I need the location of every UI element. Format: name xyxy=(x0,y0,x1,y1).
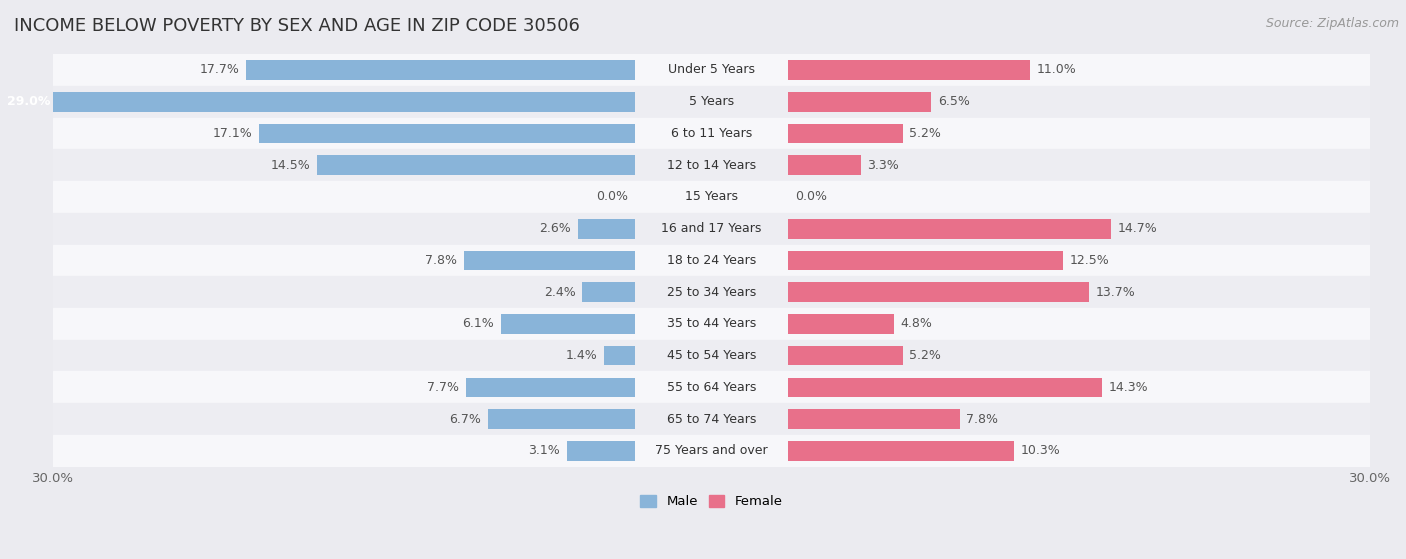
Text: 45 to 54 Years: 45 to 54 Years xyxy=(666,349,756,362)
Bar xyxy=(53,117,1369,149)
Text: 10.3%: 10.3% xyxy=(1021,444,1060,457)
Bar xyxy=(53,403,1369,435)
Text: 12 to 14 Years: 12 to 14 Years xyxy=(666,159,756,172)
Bar xyxy=(53,435,1369,467)
Bar xyxy=(789,155,860,175)
FancyBboxPatch shape xyxy=(53,403,1371,435)
Text: 11.0%: 11.0% xyxy=(1036,64,1076,77)
Text: 5.2%: 5.2% xyxy=(910,127,941,140)
Bar xyxy=(53,244,1369,276)
Text: 14.7%: 14.7% xyxy=(1118,222,1157,235)
Text: 17.1%: 17.1% xyxy=(214,127,253,140)
Bar xyxy=(465,377,634,397)
Text: 55 to 64 Years: 55 to 64 Years xyxy=(666,381,756,394)
Text: 2.6%: 2.6% xyxy=(540,222,571,235)
Legend: Male, Female: Male, Female xyxy=(636,490,789,514)
Text: 65 to 74 Years: 65 to 74 Years xyxy=(666,413,756,425)
Text: 12.5%: 12.5% xyxy=(1070,254,1109,267)
Text: 7.8%: 7.8% xyxy=(966,413,998,425)
Bar xyxy=(53,340,1369,372)
Bar xyxy=(578,219,634,239)
Text: 7.8%: 7.8% xyxy=(425,254,457,267)
Text: 16 and 17 Years: 16 and 17 Years xyxy=(661,222,762,235)
Text: 4.8%: 4.8% xyxy=(900,318,932,330)
Bar xyxy=(501,314,634,334)
Bar xyxy=(567,441,634,461)
Bar xyxy=(789,377,1102,397)
Bar xyxy=(789,124,903,143)
FancyBboxPatch shape xyxy=(53,117,1371,150)
FancyBboxPatch shape xyxy=(53,212,1371,245)
FancyBboxPatch shape xyxy=(53,54,1371,86)
Text: Under 5 Years: Under 5 Years xyxy=(668,64,755,77)
FancyBboxPatch shape xyxy=(53,181,1371,213)
Text: 29.0%: 29.0% xyxy=(7,95,51,108)
Text: 2.4%: 2.4% xyxy=(544,286,575,299)
Text: Source: ZipAtlas.com: Source: ZipAtlas.com xyxy=(1265,17,1399,30)
Text: 35 to 44 Years: 35 to 44 Years xyxy=(666,318,756,330)
Bar xyxy=(53,213,1369,244)
Text: 7.7%: 7.7% xyxy=(427,381,460,394)
FancyBboxPatch shape xyxy=(53,244,1371,277)
Text: 14.5%: 14.5% xyxy=(270,159,309,172)
Text: 5.2%: 5.2% xyxy=(910,349,941,362)
Text: 3.3%: 3.3% xyxy=(868,159,900,172)
Text: 0.0%: 0.0% xyxy=(794,191,827,203)
Bar xyxy=(789,282,1090,302)
FancyBboxPatch shape xyxy=(53,149,1371,181)
FancyBboxPatch shape xyxy=(53,86,1371,118)
Bar xyxy=(464,250,634,270)
Bar xyxy=(789,441,1015,461)
FancyBboxPatch shape xyxy=(53,307,1371,340)
Text: 6.7%: 6.7% xyxy=(450,413,481,425)
Text: 1.4%: 1.4% xyxy=(565,349,598,362)
Text: 15 Years: 15 Years xyxy=(685,191,738,203)
Bar xyxy=(0,92,634,112)
FancyBboxPatch shape xyxy=(53,339,1371,372)
Bar xyxy=(789,409,959,429)
Text: 75 Years and over: 75 Years and over xyxy=(655,444,768,457)
Bar xyxy=(53,181,1369,213)
Bar xyxy=(53,276,1369,308)
Text: 14.3%: 14.3% xyxy=(1109,381,1149,394)
Bar xyxy=(582,282,634,302)
Text: 17.7%: 17.7% xyxy=(200,64,239,77)
FancyBboxPatch shape xyxy=(53,371,1371,404)
Bar xyxy=(789,250,1063,270)
Bar xyxy=(789,314,894,334)
Text: 6.5%: 6.5% xyxy=(938,95,970,108)
Bar xyxy=(488,409,634,429)
Text: 25 to 34 Years: 25 to 34 Years xyxy=(666,286,756,299)
Text: 3.1%: 3.1% xyxy=(529,444,560,457)
Bar xyxy=(53,54,1369,86)
Text: 0.0%: 0.0% xyxy=(596,191,628,203)
Text: 6.1%: 6.1% xyxy=(463,318,495,330)
Bar xyxy=(260,124,634,143)
Bar xyxy=(53,86,1369,117)
Bar xyxy=(246,60,634,80)
Bar xyxy=(789,219,1111,239)
Text: INCOME BELOW POVERTY BY SEX AND AGE IN ZIP CODE 30506: INCOME BELOW POVERTY BY SEX AND AGE IN Z… xyxy=(14,17,579,35)
Bar xyxy=(53,308,1369,340)
Bar xyxy=(316,155,634,175)
Text: 5 Years: 5 Years xyxy=(689,95,734,108)
Bar xyxy=(53,372,1369,403)
Text: 13.7%: 13.7% xyxy=(1095,286,1136,299)
FancyBboxPatch shape xyxy=(53,276,1371,309)
Bar xyxy=(789,346,903,366)
Bar xyxy=(789,60,1029,80)
Text: 18 to 24 Years: 18 to 24 Years xyxy=(666,254,756,267)
Bar xyxy=(605,346,634,366)
Bar xyxy=(53,149,1369,181)
Text: 6 to 11 Years: 6 to 11 Years xyxy=(671,127,752,140)
FancyBboxPatch shape xyxy=(53,435,1371,467)
Bar xyxy=(789,92,931,112)
